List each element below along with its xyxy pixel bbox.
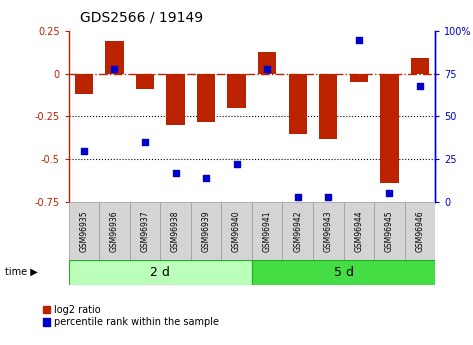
Bar xyxy=(411,58,429,74)
Text: GSM96942: GSM96942 xyxy=(293,210,302,252)
Bar xyxy=(350,74,368,82)
Bar xyxy=(99,202,130,260)
Bar xyxy=(380,74,398,183)
Bar xyxy=(258,51,276,74)
Bar xyxy=(228,74,246,108)
Point xyxy=(324,194,332,199)
Bar xyxy=(221,202,252,260)
Point xyxy=(141,139,149,145)
Bar xyxy=(69,202,99,260)
Text: GSM96943: GSM96943 xyxy=(324,210,333,252)
Text: GSM96940: GSM96940 xyxy=(232,210,241,252)
Point xyxy=(385,190,393,196)
Text: GSM96937: GSM96937 xyxy=(140,210,149,252)
Text: GSM96946: GSM96946 xyxy=(415,210,424,252)
Point xyxy=(263,66,271,71)
Text: 2 d: 2 d xyxy=(150,266,170,279)
Bar xyxy=(319,74,337,139)
Text: GSM96945: GSM96945 xyxy=(385,210,394,252)
Bar xyxy=(166,74,184,125)
Bar xyxy=(197,74,215,121)
Bar xyxy=(136,74,154,89)
Bar xyxy=(282,202,313,260)
Text: GSM96939: GSM96939 xyxy=(201,210,210,252)
Bar xyxy=(75,74,93,94)
Text: GSM96936: GSM96936 xyxy=(110,210,119,252)
Point xyxy=(172,170,179,176)
Point xyxy=(233,161,240,167)
Bar xyxy=(374,202,404,260)
Text: GSM96938: GSM96938 xyxy=(171,210,180,252)
Bar xyxy=(252,202,282,260)
Point xyxy=(80,148,88,153)
Point xyxy=(294,194,301,199)
Point xyxy=(111,66,118,71)
Text: GSM96941: GSM96941 xyxy=(263,210,272,252)
Bar xyxy=(252,260,435,285)
Bar xyxy=(343,202,374,260)
Point xyxy=(416,83,424,88)
Bar xyxy=(130,202,160,260)
Text: 5 d: 5 d xyxy=(333,266,353,279)
Bar xyxy=(160,202,191,260)
Bar xyxy=(404,202,435,260)
Text: time ▶: time ▶ xyxy=(5,267,37,276)
Bar xyxy=(313,202,343,260)
Text: GSM96944: GSM96944 xyxy=(354,210,363,252)
Bar xyxy=(289,74,307,134)
Point xyxy=(355,37,363,42)
Bar xyxy=(69,260,252,285)
Legend: log2 ratio, percentile rank within the sample: log2 ratio, percentile rank within the s… xyxy=(43,305,219,327)
Bar xyxy=(105,41,123,74)
Text: GDS2566 / 19149: GDS2566 / 19149 xyxy=(80,10,203,24)
Bar xyxy=(191,202,221,260)
Text: GSM96935: GSM96935 xyxy=(79,210,88,252)
Point xyxy=(202,175,210,181)
